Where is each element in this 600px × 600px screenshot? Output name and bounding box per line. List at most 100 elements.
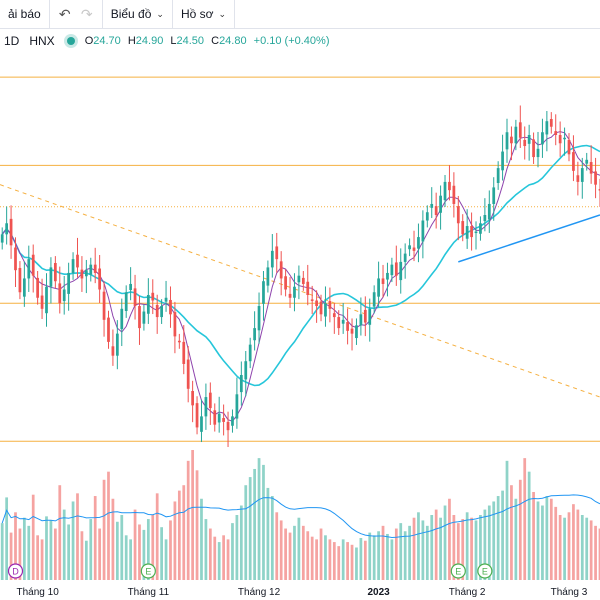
candlestick: [510, 126, 513, 161]
event-marker-letter: D: [12, 567, 19, 577]
volume-bar: [279, 520, 283, 580]
candle-body: [93, 264, 97, 273]
candlestick: [217, 396, 221, 433]
candle-body: [239, 375, 243, 393]
candle-body: [270, 250, 274, 268]
volume-bar: [208, 528, 212, 580]
volume-bar: [84, 540, 88, 580]
candlestick: [200, 399, 203, 443]
volume-bar: [89, 519, 93, 580]
candle-body: [456, 206, 460, 224]
candlestick: [235, 377, 239, 429]
candle-body: [536, 148, 540, 158]
volume-bar: [479, 515, 482, 580]
candlestick: [208, 382, 212, 425]
redo-icon[interactable]: ↷: [80, 5, 93, 22]
profile-menu-button[interactable]: Hồ sơ ⌄: [173, 0, 234, 28]
volume-bar: [386, 533, 389, 580]
volume-bar: [173, 501, 177, 580]
volume-bar: [567, 512, 571, 580]
candlestick: [213, 403, 217, 432]
volume-bar: [377, 531, 380, 580]
candle-body: [563, 137, 566, 140]
candlestick: [226, 411, 230, 447]
candlestick: [585, 152, 589, 171]
candle-body: [443, 181, 447, 201]
candlestick: [554, 114, 558, 146]
candle-body: [363, 309, 367, 323]
candle-body: [0, 234, 4, 243]
open-label: O: [84, 35, 94, 47]
volume-bar: [62, 509, 66, 580]
candlestick: [301, 271, 305, 291]
candle-body: [58, 283, 62, 304]
volume-bar: [403, 531, 407, 580]
candlestick: [319, 294, 323, 322]
candle-body: [217, 413, 221, 423]
volume-bar: [182, 485, 186, 580]
candle-body: [222, 418, 225, 422]
candle-body: [40, 295, 44, 309]
candlestick: [71, 252, 75, 280]
volume-bar: [177, 490, 181, 580]
candle-body: [350, 328, 354, 334]
volume-bar: [293, 525, 296, 580]
volume-bar: [496, 496, 500, 580]
candle-body: [479, 223, 482, 234]
candlestick: [580, 157, 584, 199]
undo-redo-group: ↶ ↷: [50, 0, 102, 28]
candle-body: [346, 322, 349, 331]
volume-bar: [518, 479, 522, 580]
timeframe-label[interactable]: 1D: [4, 34, 20, 48]
candle-body: [514, 126, 518, 144]
candle-body: [142, 311, 146, 324]
volume-bar: [270, 496, 274, 580]
candle-body: [191, 391, 194, 406]
undo-icon[interactable]: ↶: [58, 5, 71, 22]
candlestick: [390, 257, 394, 283]
volume-bar: [53, 528, 57, 580]
volume-bar: [443, 505, 447, 580]
volume-bar: [585, 517, 589, 580]
candlestick: [470, 212, 473, 251]
candlestick: [138, 295, 141, 345]
alert-menu[interactable]: ải báo: [0, 0, 49, 28]
candle-body: [182, 341, 186, 364]
volume-bar: [244, 485, 248, 580]
candlestick: [355, 318, 358, 345]
candle-body: [262, 281, 265, 304]
volume-bar: [0, 523, 4, 580]
volume-bar: [421, 520, 425, 580]
candlestick: [297, 265, 301, 300]
volume-bar: [394, 528, 398, 580]
volume-bar: [417, 512, 420, 580]
top-toolbar: ải báo ↶ ↷ Biểu đồ ⌄ Hồ sơ ⌄: [0, 0, 600, 29]
candle-body: [465, 226, 469, 239]
event-marker-letter: E: [145, 567, 151, 577]
time-axis-label: Tháng 11: [128, 587, 170, 598]
candle-body: [377, 278, 380, 297]
candle-body: [452, 185, 456, 204]
candle-body: [492, 187, 496, 204]
volume-bar: [381, 525, 385, 580]
candle-body: [164, 297, 168, 302]
volume-bar: [102, 479, 106, 580]
volume-bar: [257, 458, 261, 580]
ma-slow-line: [1, 144, 600, 387]
chart-menu-button[interactable]: Biểu đồ ⌄: [103, 0, 172, 28]
candlestick: [186, 346, 190, 403]
candlestick: [177, 333, 181, 349]
candle-body: [448, 181, 451, 191]
candle-body: [36, 277, 40, 298]
volume-bar: [262, 464, 265, 580]
candlestick: [310, 285, 314, 315]
candle-body: [496, 168, 500, 183]
price-moving-averages: [1, 131, 600, 422]
ohlc-values: O24.70 H24.90 L24.50 C24.80 +0.10 (+0.40…: [85, 35, 330, 47]
candle-body: [49, 267, 53, 287]
volume-bar: [470, 517, 473, 580]
candle-body: [518, 122, 522, 138]
candle-body: [510, 136, 513, 144]
volume-bar: [514, 498, 518, 580]
